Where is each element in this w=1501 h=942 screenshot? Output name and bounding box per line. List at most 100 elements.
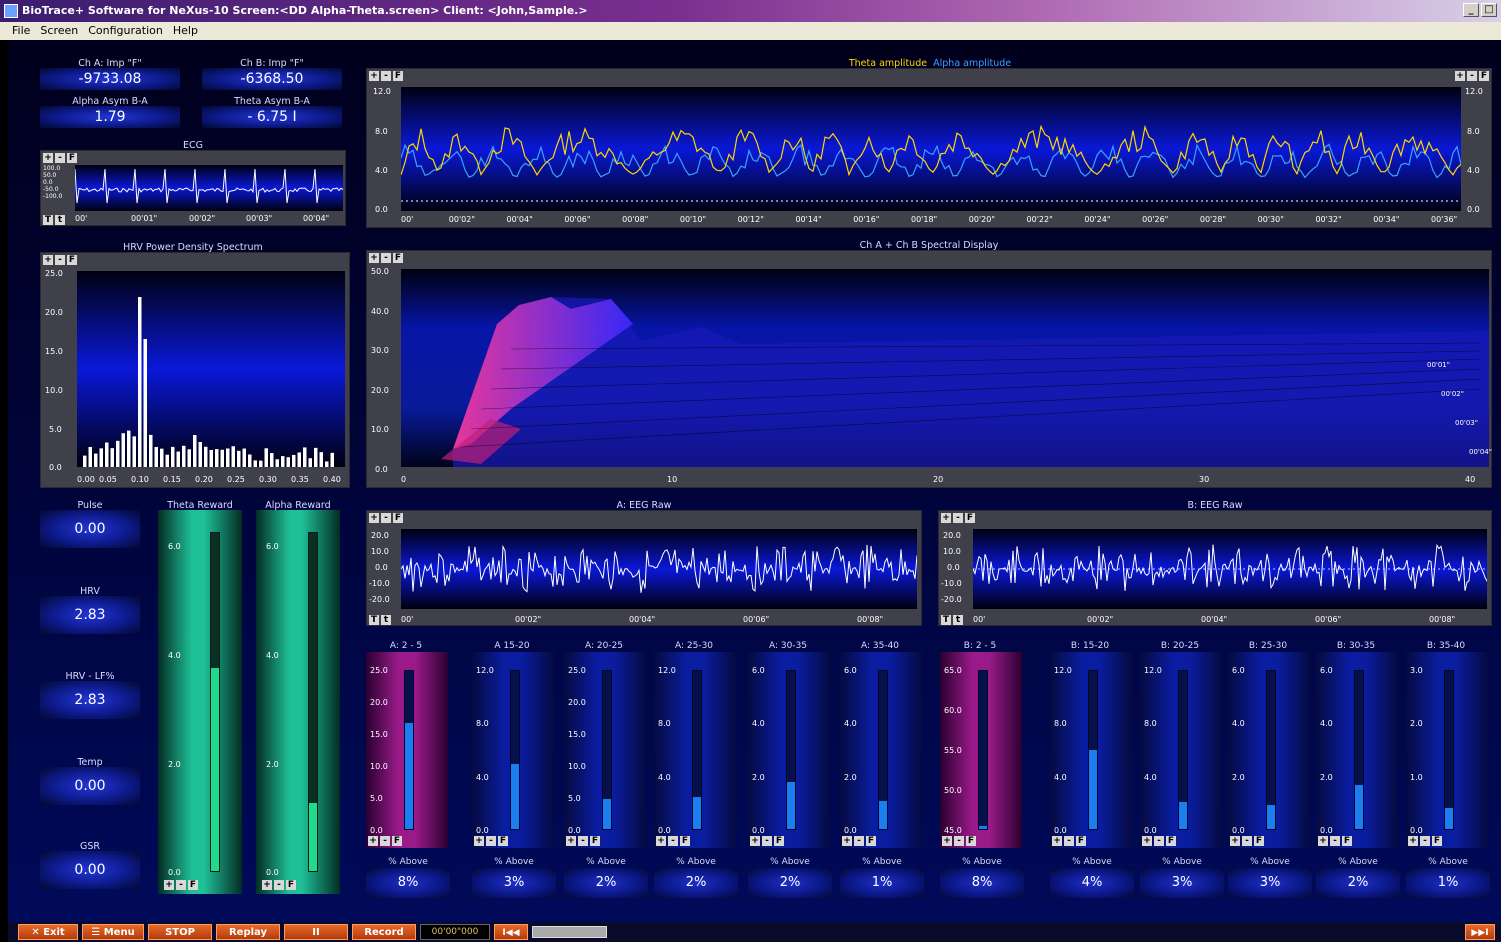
fit-button[interactable]: F — [393, 253, 403, 263]
zoom-out-button[interactable]: - — [953, 513, 963, 523]
zoom-out-button[interactable]: - — [381, 71, 391, 81]
fit-button[interactable]: F — [393, 513, 403, 523]
zoom-out-button[interactable]: - — [381, 253, 391, 263]
zoom-in-button[interactable]: + — [369, 71, 379, 81]
app-icon — [4, 4, 18, 18]
zoom-out-button[interactable]: - — [1064, 836, 1074, 846]
hrv-bar — [215, 449, 219, 467]
percent-above-value: 3% — [1228, 868, 1312, 898]
zoom-out-button[interactable]: - — [381, 513, 391, 523]
fit-button[interactable]: F — [1342, 836, 1352, 846]
eeg-ytick: 20.0 — [943, 531, 961, 540]
fit-button[interactable]: F — [1432, 836, 1442, 846]
record-button[interactable]: Record — [352, 924, 416, 940]
zoom-out-button[interactable]: - — [578, 836, 588, 846]
menu-help[interactable]: Help — [172, 24, 198, 37]
fit-button[interactable]: F — [1166, 836, 1176, 846]
zoom-out-button[interactable]: - — [1154, 836, 1164, 846]
fit-button[interactable]: F — [774, 836, 784, 846]
zoom-out-button[interactable]: - — [55, 153, 65, 163]
zoom-out-button[interactable]: - — [1330, 836, 1340, 846]
maximize-button[interactable]: □ — [1481, 3, 1497, 17]
fast-forward-button[interactable]: ▶▶I — [1465, 924, 1495, 940]
fit-button[interactable]: F — [67, 153, 77, 163]
zoom-out-button[interactable]: - — [1242, 836, 1252, 846]
fit-button[interactable]: F — [393, 71, 403, 81]
zoom-out-button[interactable]: - — [954, 836, 964, 846]
zoom-in-button[interactable]: + — [368, 836, 378, 846]
fit-button[interactable]: F — [965, 513, 975, 523]
zoom-in-button[interactable]: + — [941, 513, 951, 523]
zoom-in-button[interactable]: + — [842, 836, 852, 846]
zoom-out-button[interactable]: - — [762, 836, 772, 846]
fit-button[interactable]: F — [966, 836, 976, 846]
time-zoom-button[interactable]: T — [43, 215, 53, 225]
zoom-out-button[interactable]: - — [854, 836, 864, 846]
band-title: B: 35-40 — [1426, 641, 1466, 651]
zoom-in-button[interactable]: + — [262, 880, 272, 890]
stop-button[interactable]: STOP — [148, 924, 212, 940]
fit-button[interactable]: F — [680, 836, 690, 846]
rewind-button[interactable]: I◀◀ — [494, 924, 528, 940]
band-ytick: 0.0 — [370, 826, 383, 835]
zoom-in-button[interactable]: + — [566, 836, 576, 846]
fit-button[interactable]: F — [392, 836, 402, 846]
zoom-in-button[interactable]: + — [43, 255, 53, 265]
menu-configuration[interactable]: Configuration — [88, 24, 163, 37]
hrv-bar — [116, 440, 120, 467]
minimize-button[interactable]: _ — [1463, 3, 1479, 17]
zoom-in-button[interactable]: + — [750, 836, 760, 846]
zoom-out-button[interactable]: - — [1420, 836, 1430, 846]
menu-file[interactable]: File — [12, 24, 31, 37]
zoom-out-button[interactable]: - — [176, 880, 186, 890]
time-shrink-button[interactable]: t — [381, 615, 391, 625]
eeg-xtick: 00'06" — [1315, 615, 1342, 624]
playback-scrollbar[interactable] — [532, 926, 607, 938]
zoom-in-button[interactable]: + — [942, 836, 952, 846]
menu-screen[interactable]: Screen — [40, 24, 79, 37]
fit-button[interactable]: F — [866, 836, 876, 846]
fit-button[interactable]: F — [188, 880, 198, 890]
time-zoom-button[interactable]: T — [369, 615, 379, 625]
zoom-out-button[interactable]: - — [1467, 71, 1477, 81]
fit-button[interactable]: F — [286, 880, 296, 890]
zoom-in-button[interactable]: + — [369, 513, 379, 523]
time-shrink-button[interactable]: t — [953, 615, 963, 625]
zoom-in-button[interactable]: + — [1142, 836, 1152, 846]
zoom-out-button[interactable]: - — [380, 836, 390, 846]
ecg-xtick: 00'02" — [189, 214, 216, 223]
fit-button[interactable]: F — [498, 836, 508, 846]
band-level — [1355, 784, 1363, 829]
xtick: 00' — [401, 215, 414, 224]
time-zoom-button[interactable]: T — [941, 615, 951, 625]
zoom-in-button[interactable]: + — [656, 836, 666, 846]
band-gauge: 25.0 20.0 15.0 10.0 5.0 0.0 + - F — [366, 652, 448, 848]
exit-button[interactable]: ✕ Exit — [18, 924, 78, 940]
zoom-in-button[interactable]: + — [1408, 836, 1418, 846]
eeg-a-title: A: EEG Raw — [616, 500, 672, 511]
spectral-waterfall — [441, 297, 1489, 467]
zoom-in-button[interactable]: + — [474, 836, 484, 846]
zoom-out-button[interactable]: - — [274, 880, 284, 890]
zoom-in-button[interactable]: + — [1052, 836, 1062, 846]
band-ytick: 12.0 — [658, 666, 676, 675]
fit-button[interactable]: F — [67, 255, 77, 265]
zoom-out-button[interactable]: - — [486, 836, 496, 846]
hrv-bar — [121, 433, 125, 467]
time-shrink-button[interactable]: t — [55, 215, 65, 225]
fit-button[interactable]: F — [1479, 71, 1489, 81]
fit-button[interactable]: F — [1076, 836, 1086, 846]
fit-button[interactable]: F — [590, 836, 600, 846]
zoom-out-button[interactable]: - — [668, 836, 678, 846]
zoom-in-button[interactable]: + — [1455, 71, 1465, 81]
replay-button[interactable]: Replay — [216, 924, 280, 940]
zoom-in-button[interactable]: + — [164, 880, 174, 890]
zoom-in-button[interactable]: + — [43, 153, 53, 163]
fit-button[interactable]: F — [1254, 836, 1264, 846]
zoom-in-button[interactable]: + — [369, 253, 379, 263]
menu-button[interactable]: ☰ Menu — [82, 924, 144, 940]
zoom-out-button[interactable]: - — [55, 255, 65, 265]
pause-button[interactable]: II — [284, 924, 348, 940]
zoom-in-button[interactable]: + — [1230, 836, 1240, 846]
zoom-in-button[interactable]: + — [1318, 836, 1328, 846]
